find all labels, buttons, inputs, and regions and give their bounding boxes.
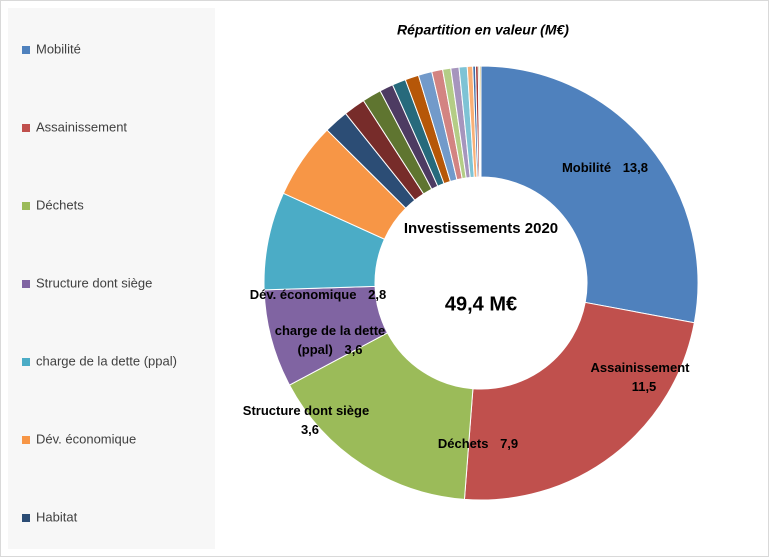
legend-swatch <box>22 280 30 288</box>
data-label-value: 13,8 <box>622 160 649 175</box>
data-label: Mobilité 13,8 <box>520 158 690 177</box>
data-label-value: 3,6 <box>344 342 363 357</box>
data-label: Dév. économique 2,8 <box>231 285 406 304</box>
data-label-name: charge de la dette (ppal) <box>274 323 386 357</box>
data-label: charge de la dette (ppal) 3,6 <box>268 321 393 359</box>
data-label-box: Mobilité 13,8 <box>520 158 690 177</box>
data-label-name: Assainissement <box>590 360 690 375</box>
legend-label: Dév. économique <box>36 431 136 446</box>
data-label-box: Dév. économique 2,8 <box>231 285 406 304</box>
legend-panel <box>8 8 215 549</box>
legend-swatch <box>22 46 30 54</box>
center-label: Investissements 2020 <box>403 220 559 237</box>
donut-slice <box>479 65 482 178</box>
donut-slice <box>463 301 695 501</box>
data-label-name: Déchets <box>437 436 489 451</box>
data-label-value: 11,5 <box>631 379 657 394</box>
data-label-name: Mobilité <box>561 160 612 175</box>
legend-label: Déchets <box>36 197 84 212</box>
data-label-name: Structure dont siège <box>242 403 370 418</box>
legend-swatch <box>22 124 30 132</box>
data-label-box: Déchets 7,9 <box>403 434 553 453</box>
data-label: Déchets 7,9 <box>403 434 553 453</box>
chart-title: Répartition en valeur (M€) <box>397 22 569 38</box>
data-label-value: 2,8 <box>368 287 387 302</box>
data-label-value: 7,9 <box>500 436 519 451</box>
center-title: Investissements 2020 <box>403 220 559 237</box>
data-label-value: 3,6 <box>300 422 320 437</box>
donut-slice <box>480 65 699 324</box>
data-label-box: Assainissement 11,5 <box>580 358 700 396</box>
legend-swatch <box>22 436 30 444</box>
data-label: Assainissement 11,5 <box>580 358 700 396</box>
center-total: 49,4 M€ <box>445 293 517 315</box>
legend-label: charge de la dette (ppal) <box>36 353 177 368</box>
data-label-name: Dév. économique <box>249 287 357 302</box>
legend-swatch <box>22 358 30 366</box>
data-label: Structure dont siège 3,6 <box>239 401 374 439</box>
legend-swatch <box>22 202 30 210</box>
data-label-box: charge de la dette (ppal) 3,6 <box>268 321 393 359</box>
legend-label: Assainissement <box>36 119 127 134</box>
legend-swatch <box>22 514 30 522</box>
donut-slice <box>288 332 474 500</box>
legend-label: Mobilité <box>36 41 81 56</box>
legend-label: Structure dont siège <box>36 275 152 290</box>
legend-label: Habitat <box>36 509 78 524</box>
data-label-box: Structure dont siège 3,6 <box>239 401 374 439</box>
